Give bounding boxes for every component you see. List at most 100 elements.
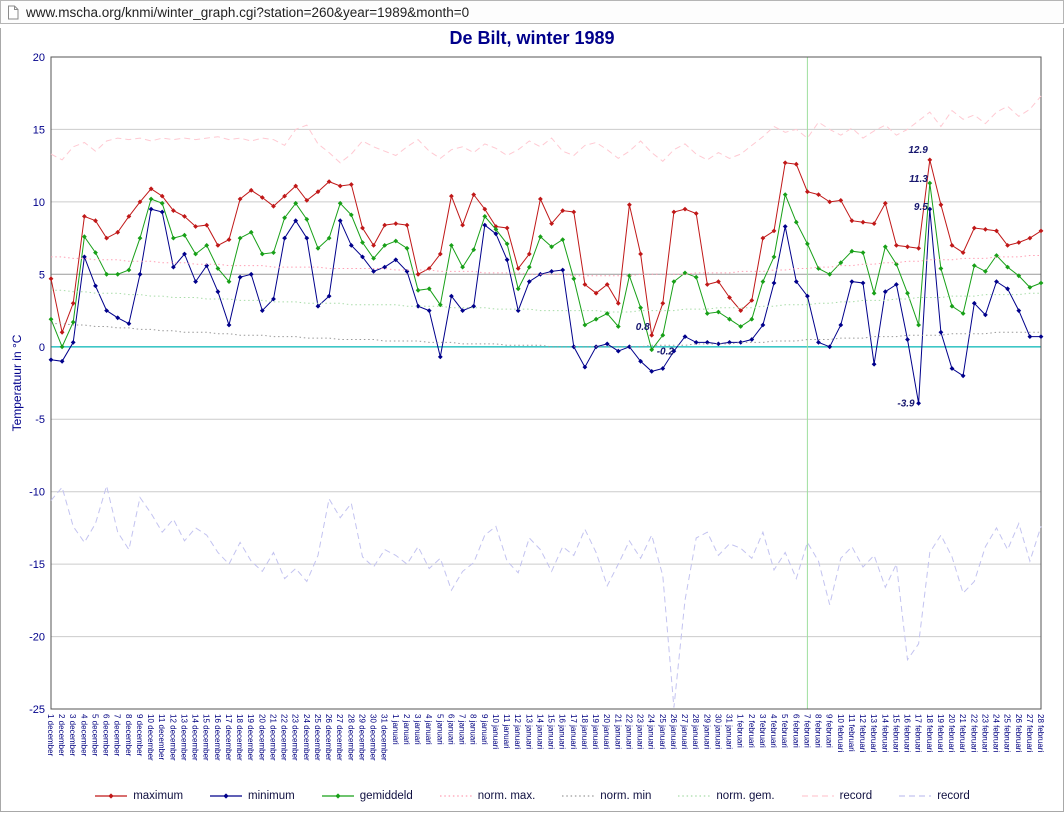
svg-text:27 december: 27 december: [335, 714, 344, 761]
svg-text:16 december: 16 december: [213, 714, 222, 761]
legend-swatch-5: [678, 795, 711, 797]
series-markers-2: [48, 180, 1044, 353]
data-series: [48, 95, 1044, 708]
legend-swatch-0: [95, 793, 128, 799]
svg-text:9 december: 9 december: [135, 714, 144, 757]
svg-text:8 februari: 8 februari: [814, 714, 823, 748]
svg-text:24 februari: 24 februari: [992, 714, 1001, 752]
svg-text:14 januari: 14 januari: [535, 714, 544, 749]
x-axis-labels: 1 december 2 december 3 december 4 december…: [46, 714, 1045, 761]
series-line-6-record: [50, 95, 1042, 164]
winter-temperature-chart: 20 15 10 5 0 -5 -10 -15 -20 -25 12.9 11.3 9.5 0.8 -0.2…: [10, 52, 1045, 761]
svg-text:12 december: 12 december: [168, 714, 177, 761]
svg-text:11 januari: 11 januari: [502, 714, 511, 749]
legend-label-0: maximum: [133, 790, 184, 802]
svg-text:15 februari: 15 februari: [891, 714, 900, 752]
legend-item-0-maximum: maximum: [94, 790, 183, 802]
legend-label-5: norm. gem.: [716, 790, 775, 802]
svg-text:1 februari: 1 februari: [736, 714, 745, 748]
legend-item-7-record: record: [898, 790, 970, 802]
svg-text:21 januari: 21 januari: [613, 714, 622, 749]
svg-text:15: 15: [33, 124, 45, 136]
svg-text:2 februari: 2 februari: [747, 714, 756, 748]
svg-text:25 januari: 25 januari: [658, 714, 667, 749]
series-line-5-norm-gem: [51, 289, 1041, 313]
svg-text:25 februari: 25 februari: [1003, 714, 1012, 752]
svg-text:4 december: 4 december: [79, 714, 88, 757]
series-markers-1: [48, 206, 1044, 406]
series-line-3-norm-max: [51, 255, 1041, 277]
svg-text:1 januari: 1 januari: [391, 714, 400, 745]
svg-text:2 januari: 2 januari: [402, 714, 411, 745]
svg-text:22 januari: 22 januari: [624, 714, 633, 749]
svg-text:-20: -20: [29, 632, 45, 644]
svg-text:25 december: 25 december: [313, 714, 322, 761]
legend-swatch-3: [439, 795, 472, 797]
series-markers-0: [48, 157, 1044, 338]
svg-text:10 februari: 10 februari: [836, 714, 845, 752]
svg-text:30 december: 30 december: [369, 714, 378, 761]
page-icon: [7, 5, 19, 20]
svg-text:13 december: 13 december: [180, 714, 189, 761]
svg-text:20: 20: [33, 52, 45, 64]
legend-item-4-norm-min: norm. min: [561, 790, 651, 802]
legend-label-2: gemiddeld: [359, 790, 413, 802]
svg-text:-10: -10: [29, 487, 45, 499]
series-line-0-maximum: [50, 159, 1042, 336]
svg-text:15 januari: 15 januari: [547, 714, 556, 749]
svg-text:18 februari: 18 februari: [925, 714, 934, 752]
svg-text:26 december: 26 december: [324, 714, 333, 761]
svg-text:2 december: 2 december: [57, 714, 66, 757]
svg-text:7 december: 7 december: [113, 714, 122, 757]
svg-text:4 februari: 4 februari: [769, 714, 778, 748]
svg-text:23 januari: 23 januari: [636, 714, 645, 749]
legend-label-4: norm. min: [600, 790, 652, 802]
svg-text:3 december: 3 december: [68, 714, 77, 757]
legend-swatch-1: [210, 793, 243, 799]
svg-text:19 december: 19 december: [246, 714, 255, 761]
svg-text:5 januari: 5 januari: [435, 714, 444, 745]
svg-text:10: 10: [33, 197, 45, 209]
url-text[interactable]: www.mscha.org/knmi/winter_graph.cgi?stat…: [26, 4, 470, 20]
address-bar[interactable]: www.mscha.org/knmi/winter_graph.cgi?stat…: [0, 0, 1064, 24]
svg-text:-0.2: -0.2: [657, 347, 675, 358]
svg-text:3 februari: 3 februari: [758, 714, 767, 748]
svg-text:1 december: 1 december: [46, 714, 55, 757]
svg-text:5: 5: [39, 269, 45, 281]
grid-and-ticks: 20 15 10 5 0 -5 -10 -15 -20 -25: [29, 52, 1042, 716]
legend-swatch-7: [899, 795, 932, 797]
svg-text:20 februari: 20 februari: [947, 714, 956, 752]
svg-text:22 februari: 22 februari: [969, 714, 978, 752]
svg-text:9 februari: 9 februari: [825, 714, 834, 748]
svg-text:7 februari: 7 februari: [802, 714, 811, 748]
svg-text:10 januari: 10 januari: [491, 714, 500, 749]
svg-text:16 januari: 16 januari: [558, 714, 567, 749]
legend-label-3: norm. max.: [477, 790, 536, 802]
svg-text:9.5: 9.5: [914, 202, 928, 213]
svg-text:9 januari: 9 januari: [480, 714, 489, 745]
svg-text:11.3: 11.3: [909, 174, 928, 185]
svg-text:28 december: 28 december: [346, 714, 355, 761]
svg-text:6 december: 6 december: [102, 714, 111, 757]
svg-text:-5: -5: [35, 414, 45, 426]
svg-text:26 februari: 26 februari: [1014, 714, 1023, 752]
chart-legend: maximum minimum gemiddeld norm. max. norm. m…: [5, 785, 1059, 807]
svg-text:13 januari: 13 januari: [524, 714, 533, 749]
svg-text:-15: -15: [29, 559, 45, 571]
y-axis-title: Temperatuur in °C: [10, 334, 24, 431]
svg-text:12 februari: 12 februari: [858, 714, 867, 752]
svg-text:28 januari: 28 januari: [691, 714, 700, 749]
svg-text:12.9: 12.9: [908, 145, 928, 156]
legend-item-3-norm-max: norm. max.: [439, 790, 536, 802]
svg-text:21 februari: 21 februari: [958, 714, 967, 752]
svg-text:15 december: 15 december: [202, 714, 211, 761]
legend-item-1-minimum: minimum: [209, 790, 295, 802]
series-line-1-minimum: [50, 208, 1041, 404]
legend-label-7: record: [937, 790, 970, 802]
svg-text:19 januari: 19 januari: [591, 714, 600, 749]
svg-text:14 februari: 14 februari: [880, 714, 889, 752]
legend-item-2-gemiddeld: gemiddeld: [321, 790, 413, 802]
svg-text:21 december: 21 december: [269, 714, 278, 761]
svg-text:11 december: 11 december: [157, 714, 166, 760]
svg-text:20 december: 20 december: [257, 714, 266, 761]
